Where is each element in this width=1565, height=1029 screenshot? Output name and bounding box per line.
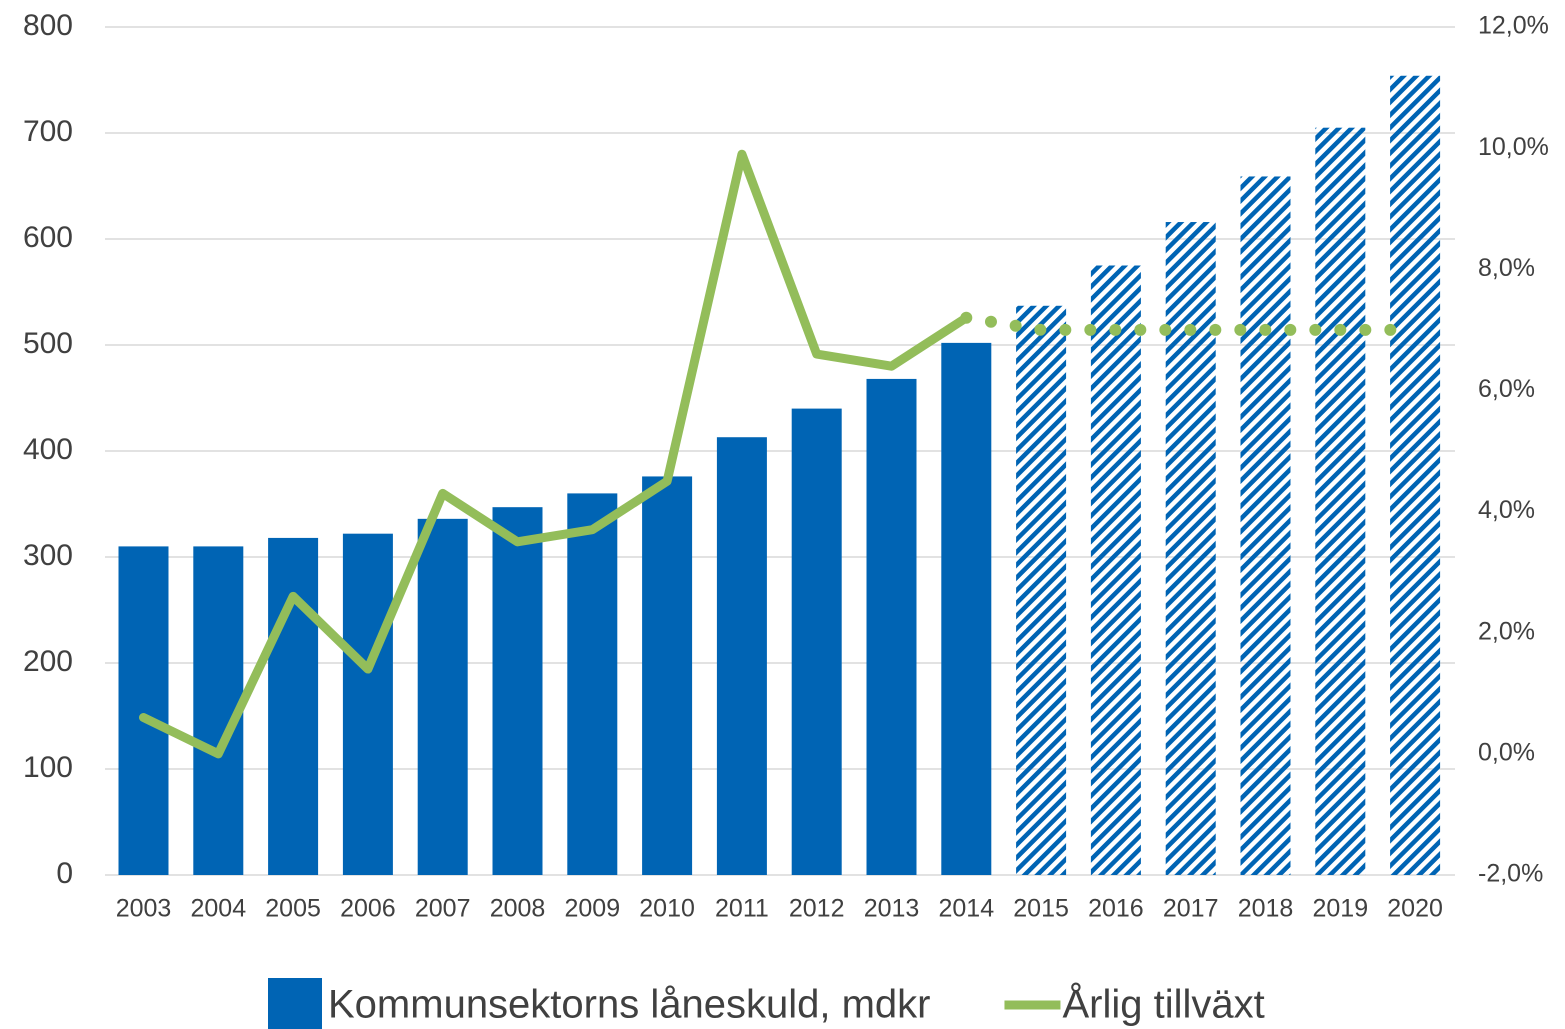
y-tick-label: 300 (23, 539, 73, 572)
y-tick-label: 500 (23, 327, 73, 360)
x-tick-label: 2007 (415, 895, 471, 923)
legend-label: Årlig tillväxt (1062, 982, 1264, 1027)
bar (1016, 305, 1067, 875)
x-tick-label: 2005 (265, 895, 321, 923)
bar (342, 533, 393, 875)
y2-tick-label: 8,0% (1478, 254, 1535, 282)
x-tick-label: 2018 (1238, 895, 1294, 923)
x-tick-label: 2004 (190, 895, 246, 923)
x-tick-label: 2019 (1312, 895, 1368, 923)
bar (716, 437, 767, 875)
y2-tick-label: 10,0% (1478, 133, 1549, 161)
y-tick-label: 600 (23, 221, 73, 254)
y-tick-label: 100 (23, 751, 73, 784)
bar (1390, 75, 1441, 875)
bar (1315, 127, 1366, 875)
x-tick-label: 2006 (340, 895, 396, 923)
legend-swatch (268, 978, 322, 1029)
x-tick-label: 2017 (1163, 895, 1219, 923)
y2-tick-label: 4,0% (1478, 496, 1535, 524)
y-tick-label: 400 (23, 433, 73, 466)
x-tick-label: 2008 (490, 895, 546, 923)
y2-tick-label: 2,0% (1478, 617, 1535, 645)
line (960, 311, 1422, 336)
bar (941, 342, 992, 875)
y2-tick-label: 0,0% (1478, 738, 1535, 766)
x-tick-label: 2011 (715, 895, 769, 923)
y-tick-label: 200 (23, 645, 73, 678)
bar (866, 378, 917, 875)
bar (1165, 222, 1216, 876)
bar (268, 537, 319, 875)
bar (492, 507, 543, 875)
bar (1090, 265, 1141, 875)
x-tick-label: 2010 (639, 895, 695, 923)
y-tick-label: 0 (56, 857, 73, 890)
bar (642, 476, 693, 875)
bar (567, 493, 618, 875)
y2-tick-label: 12,0% (1478, 12, 1549, 40)
x-tick-label: 2012 (789, 895, 845, 923)
line (139, 149, 971, 759)
y2-tick-label: -2,0% (1478, 860, 1543, 888)
x-tick-label: 2015 (1013, 895, 1069, 923)
bar (417, 518, 468, 875)
x-tick-label: 2016 (1088, 895, 1144, 923)
bar (1240, 176, 1291, 875)
y2-tick-label: 6,0% (1478, 375, 1535, 403)
y-tick-label: 700 (23, 115, 73, 148)
bar (791, 408, 842, 875)
x-tick-label: 2020 (1387, 895, 1443, 923)
x-tick-label: 2013 (864, 895, 920, 923)
x-tick-label: 2014 (938, 895, 994, 923)
bar (118, 546, 169, 875)
x-tick-label: 2009 (564, 895, 620, 923)
x-tick-label: 2003 (116, 895, 172, 923)
legend-label: Kommunsektorns låneskuld, mdkr (328, 983, 930, 1027)
y-tick-label: 800 (23, 9, 73, 42)
